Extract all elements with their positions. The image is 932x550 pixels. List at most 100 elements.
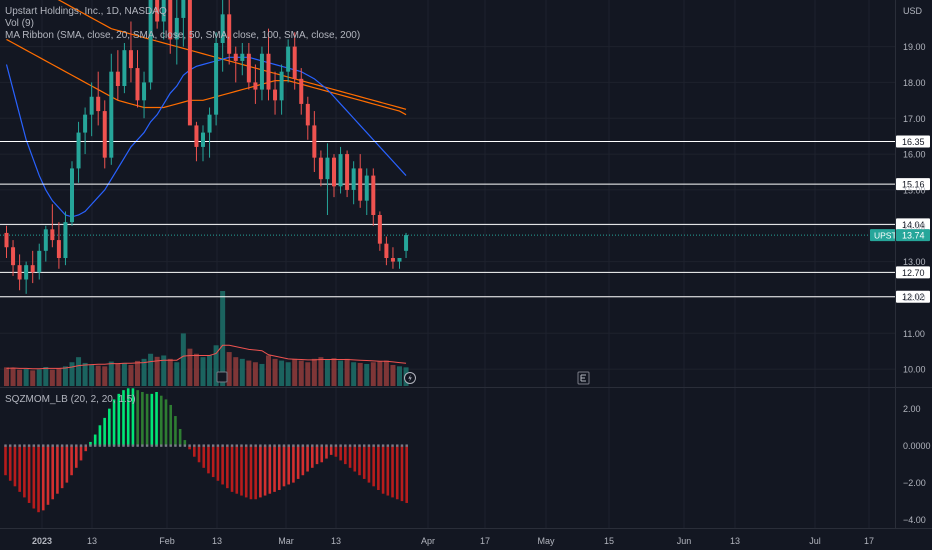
momentum-bar <box>301 445 305 476</box>
symbol-label: UPST <box>874 231 897 241</box>
momentum-bar <box>273 445 276 492</box>
momentum-bar <box>207 445 210 474</box>
candle-body <box>332 157 336 187</box>
level-price-label: 15.16 <box>902 180 925 190</box>
squeeze-dot <box>263 444 267 447</box>
candle-body <box>305 103 310 126</box>
candle-body <box>299 78 304 104</box>
squeeze-dot <box>339 444 342 447</box>
squeeze-dot <box>103 444 106 447</box>
squeeze-dot <box>344 444 347 447</box>
squeeze-dot <box>358 444 361 447</box>
momentum-bar <box>240 445 243 496</box>
candle-body <box>384 243 389 258</box>
momentum-legend[interactable]: SQZMOM_LB (20, 2, 20, 1.5) <box>5 394 136 405</box>
momentum-bar <box>344 445 347 465</box>
squeeze-dot <box>367 444 371 447</box>
squeeze-dot <box>211 444 215 447</box>
momentum-bar <box>268 445 272 494</box>
volume-bar <box>246 360 252 386</box>
momentum-bar <box>174 416 177 446</box>
squeeze-dot <box>127 444 130 447</box>
candle-body <box>194 125 199 147</box>
candle-body <box>63 222 68 258</box>
candle-body <box>181 0 186 18</box>
volume-bar <box>383 360 389 386</box>
candle-body <box>246 53 251 83</box>
squeeze-dot <box>93 444 97 447</box>
squeeze-dot <box>13 444 17 447</box>
momentum-bar <box>98 425 102 446</box>
momentum-axis[interactable]: 2.00 0.0000 −2.00 −4.00 <box>903 404 931 525</box>
ma-50-line <box>6 38 407 116</box>
level-price-label: 12.70 <box>902 268 925 278</box>
time-tick-label: Apr <box>421 536 435 546</box>
momentum-bar <box>159 395 163 446</box>
volume-bar <box>193 353 199 386</box>
volume-bar <box>207 355 213 386</box>
squeeze-dot <box>216 444 220 447</box>
momentum-bar <box>178 428 182 446</box>
squeeze-dot <box>75 444 78 447</box>
momentum-bar <box>155 392 158 446</box>
momentum-bar <box>306 445 309 472</box>
momentum-bar <box>395 445 399 500</box>
momentum-bar <box>27 445 31 503</box>
volume-bar <box>233 357 239 386</box>
squeeze-dot <box>348 444 352 447</box>
squeeze-dot <box>386 444 390 447</box>
volume-bar <box>95 365 101 386</box>
squeeze-dot <box>377 444 380 447</box>
volume-bar <box>305 362 311 386</box>
momentum-bar <box>263 445 267 496</box>
volume-bar <box>298 360 304 386</box>
squeeze-dot <box>292 444 295 447</box>
volume-bar <box>279 360 285 386</box>
momentum-tick-label: 2.00 <box>903 404 921 414</box>
horizontal-levels[interactable]: 16.35 15.16 14.04 12.70 12.02 UPST 13.74 <box>0 135 930 303</box>
momentum-bar <box>311 445 314 468</box>
volume-bar <box>43 367 49 386</box>
momentum-bar <box>79 445 83 461</box>
squeeze-dot <box>334 444 338 447</box>
squeeze-dot <box>325 444 328 447</box>
momentum-bar <box>372 445 375 487</box>
squeeze-dot <box>42 444 45 447</box>
candle-body <box>109 71 114 158</box>
squeeze-dot <box>98 444 102 447</box>
volume-bar <box>154 356 160 386</box>
ma-ribbon-legend[interactable]: MA Ribbon (SMA, close, 20, SMA, close, 5… <box>5 30 361 41</box>
momentum-bar <box>405 445 408 503</box>
momentum-bar <box>84 445 88 452</box>
momentum-bar <box>89 441 92 446</box>
volume-bar <box>167 358 173 386</box>
volume-bar <box>344 358 350 386</box>
momentum-bar <box>277 445 281 491</box>
momentum-bar <box>329 445 333 455</box>
candle-body <box>259 53 264 90</box>
candle-body <box>4 232 9 248</box>
lightning-glyph-icon <box>408 374 412 382</box>
squeeze-dot <box>249 444 253 447</box>
momentum-bar <box>362 445 366 479</box>
squeeze-dot <box>89 444 92 447</box>
time-axis[interactable]: 2023 13 Feb 13 Mar 13 Apr 17 May 15 Jun 13 Jul 17 <box>32 536 874 546</box>
squeeze-dot <box>245 444 248 447</box>
squeeze-dot <box>51 444 54 447</box>
volume-bar <box>397 366 402 386</box>
volume-bar <box>108 361 114 386</box>
squeeze-dot <box>372 444 375 447</box>
squeeze-dot <box>65 444 69 447</box>
volume-bar <box>180 333 186 386</box>
chart-title[interactable]: Upstart Holdings, Inc., 1D, NASDAQ <box>5 6 167 17</box>
candle-body <box>122 50 127 86</box>
volume-legend[interactable]: Vol (9) <box>5 18 34 29</box>
volume-bar <box>161 355 167 386</box>
momentum-bar <box>136 390 139 446</box>
candle-body <box>102 111 107 158</box>
candle-body <box>201 132 205 147</box>
volume-bar <box>174 362 180 386</box>
momentum-bar <box>320 445 324 463</box>
price-axis[interactable]: 10.00 11.00 12.00 13.00 14.00 15.00 16.00 17.00… <box>903 6 926 375</box>
